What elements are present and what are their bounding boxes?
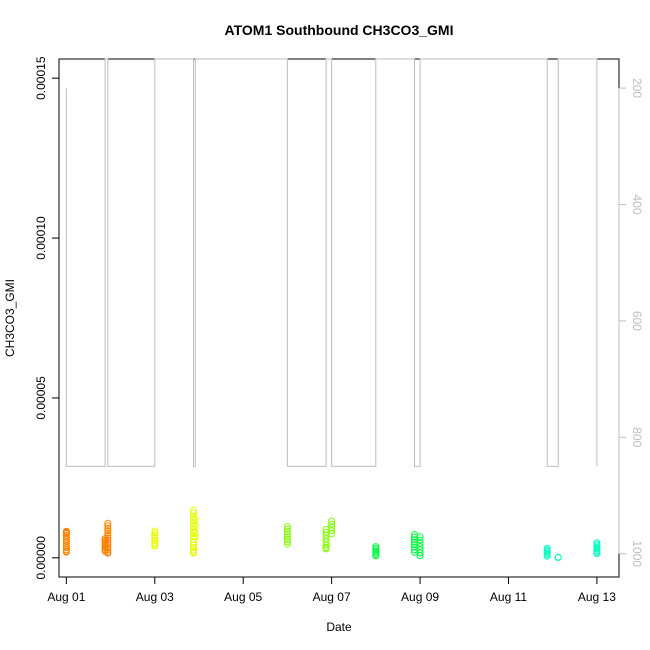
data-point-series-3 — [328, 527, 336, 535]
y-axis: 0.00000 0.00005 0.00010 0.00015 — [34, 56, 60, 580]
x-axis-label: Date — [326, 620, 352, 634]
data-point-series-1 — [62, 548, 70, 556]
x-tick-label: Aug 05 — [224, 590, 262, 604]
data-point-series-5 — [593, 550, 601, 558]
x-tick-label: Aug 13 — [578, 590, 616, 604]
data-points-layer — [62, 507, 601, 561]
y-axis-right: 200 400 600 800 1000 — [618, 78, 644, 567]
data-point-series-1 — [104, 541, 112, 549]
data-point-series-1 — [104, 534, 112, 542]
data-point-series-1 — [104, 539, 112, 547]
data-point-series-3 — [283, 523, 291, 530]
y-right-tick-label: 600 — [630, 311, 644, 331]
data-point-series-2 — [151, 542, 159, 550]
data-point-series-2 — [151, 531, 159, 539]
pressure-line-layer — [65, 58, 598, 467]
data-point-series-3 — [283, 528, 291, 536]
data-point-series-1 — [104, 522, 112, 530]
data-point-series-3 — [283, 533, 291, 541]
data-point-series-1 — [104, 546, 112, 554]
data-point-series-2 — [191, 533, 199, 541]
data-point-series-2 — [190, 509, 197, 517]
x-tick-label: Aug 01 — [47, 590, 85, 604]
data-point-series-2 — [190, 549, 197, 557]
data-point-series-3 — [283, 538, 291, 546]
data-point-series-1 — [104, 524, 112, 532]
y-tick-label: 0.00015 — [34, 56, 48, 100]
data-point-series-3 — [283, 540, 291, 548]
data-point-series-1 — [104, 531, 112, 539]
x-tick-label: Aug 03 — [136, 590, 174, 604]
data-point-series-1 — [104, 519, 112, 527]
data-point-series-2 — [190, 541, 197, 549]
data-point-series-1 — [104, 536, 112, 544]
data-point-series-3 — [322, 541, 330, 549]
data-point-series-4 — [372, 552, 380, 560]
plot-border — [58, 58, 620, 578]
data-point-series-3 — [283, 525, 291, 533]
data-point-series-2 — [191, 528, 199, 536]
y-right-tick-label: 400 — [630, 194, 644, 214]
data-point-series-3 — [283, 530, 291, 538]
y-right-tick-label: 1000 — [630, 540, 644, 567]
data-point-series-5 — [554, 554, 562, 561]
y-tick-label: 0.00000 — [34, 536, 48, 580]
data-point-series-4 — [416, 552, 424, 560]
data-point-series-1 — [62, 544, 70, 552]
data-point-series-2 — [190, 544, 197, 552]
data-point-series-1 — [104, 549, 112, 557]
data-point-series-2 — [151, 539, 159, 546]
y-tick-label: 0.00005 — [34, 376, 48, 420]
data-point-series-1 — [104, 529, 112, 537]
y-axis-label: CH3CO3_GMI — [3, 279, 17, 357]
data-point-series-1 — [62, 528, 70, 536]
data-point-series-4 — [416, 533, 424, 541]
data-point-series-1 — [104, 527, 112, 535]
data-point-series-2 — [151, 529, 159, 537]
data-point-series-3 — [283, 535, 291, 543]
x-tick-label: Aug 07 — [313, 590, 351, 604]
x-axis: Aug 01 Aug 03 Aug 05 Aug 07 Aug 09 Aug 11 Aug … — [47, 576, 616, 604]
y-right-tick-label: 200 — [630, 78, 644, 98]
y-right-tick-label: 800 — [630, 427, 644, 447]
pressure-line — [65, 58, 598, 467]
data-point-series-2 — [151, 527, 159, 535]
data-point-series-2 — [190, 546, 197, 554]
data-point-series-5 — [543, 552, 551, 560]
y-tick-label: 0.00010 — [34, 216, 48, 260]
data-point-series-4 — [416, 549, 424, 557]
chart-title: ATOM1 Southbound CH3CO3_GMI — [225, 22, 454, 38]
x-tick-label: Aug 11 — [490, 590, 527, 604]
data-point-series-3 — [328, 530, 336, 538]
x-tick-label: Aug 09 — [401, 590, 439, 604]
data-point-series-3 — [322, 545, 330, 553]
